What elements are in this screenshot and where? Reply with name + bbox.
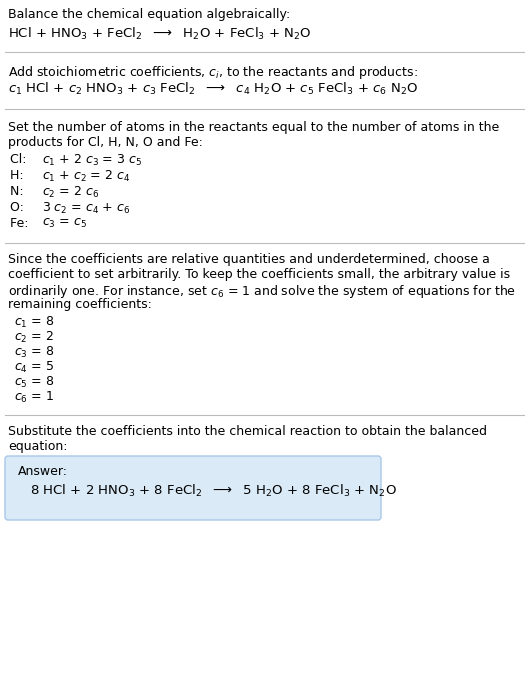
Text: $c_3$ = $c_5$: $c_3$ = $c_5$ <box>42 217 87 230</box>
Text: 8 HCl + 2 HNO$_3$ + 8 FeCl$_2$  $\longrightarrow$  5 H$_2$O + 8 FeCl$_3$ + N$_2$: 8 HCl + 2 HNO$_3$ + 8 FeCl$_2$ $\longrig… <box>30 483 397 499</box>
Text: HCl + HNO$_3$ + FeCl$_2$  $\longrightarrow$  H$_2$O + FeCl$_3$ + N$_2$O: HCl + HNO$_3$ + FeCl$_2$ $\longrightarro… <box>8 26 312 42</box>
Text: Set the number of atoms in the reactants equal to the number of atoms in the: Set the number of atoms in the reactants… <box>8 121 499 134</box>
Text: N:: N: <box>10 185 32 198</box>
Text: O:: O: <box>10 201 32 214</box>
Text: $c_6$ = 1: $c_6$ = 1 <box>14 390 54 405</box>
Text: Substitute the coefficients into the chemical reaction to obtain the balanced: Substitute the coefficients into the che… <box>8 425 487 438</box>
Text: coefficient to set arbitrarily. To keep the coefficients small, the arbitrary va: coefficient to set arbitrarily. To keep … <box>8 268 510 281</box>
Text: Fe:: Fe: <box>10 217 37 230</box>
Text: H:: H: <box>10 169 32 182</box>
Text: Cl:: Cl: <box>10 153 34 166</box>
Text: Answer:: Answer: <box>18 465 68 478</box>
Text: $c_2$ = 2 $c_6$: $c_2$ = 2 $c_6$ <box>42 185 99 200</box>
Text: $c_4$ = 5: $c_4$ = 5 <box>14 360 54 375</box>
Text: $c_1$ + $c_2$ = 2 $c_4$: $c_1$ + $c_2$ = 2 $c_4$ <box>42 169 130 184</box>
Text: Balance the chemical equation algebraically:: Balance the chemical equation algebraica… <box>8 8 290 21</box>
Text: $c_1$ HCl + $c_2$ HNO$_3$ + $c_3$ FeCl$_2$  $\longrightarrow$  $c_4$ H$_2$O + $c: $c_1$ HCl + $c_2$ HNO$_3$ + $c_3$ FeCl$_… <box>8 81 418 97</box>
Text: $c_2$ = 2: $c_2$ = 2 <box>14 330 54 345</box>
Text: $c_1$ + 2 $c_3$ = 3 $c_5$: $c_1$ + 2 $c_3$ = 3 $c_5$ <box>42 153 142 168</box>
Text: equation:: equation: <box>8 440 68 453</box>
Text: $c_5$ = 8: $c_5$ = 8 <box>14 375 54 390</box>
Text: products for Cl, H, N, O and Fe:: products for Cl, H, N, O and Fe: <box>8 136 203 149</box>
Text: $c_3$ = 8: $c_3$ = 8 <box>14 345 54 360</box>
Text: remaining coefficients:: remaining coefficients: <box>8 298 152 311</box>
Text: Add stoichiometric coefficients, $c_i$, to the reactants and products:: Add stoichiometric coefficients, $c_i$, … <box>8 64 418 81</box>
Text: 3 $c_2$ = $c_4$ + $c_6$: 3 $c_2$ = $c_4$ + $c_6$ <box>42 201 130 216</box>
FancyBboxPatch shape <box>5 456 381 520</box>
Text: $c_1$ = 8: $c_1$ = 8 <box>14 315 54 330</box>
Text: ordinarily one. For instance, set $c_6$ = 1 and solve the system of equations fo: ordinarily one. For instance, set $c_6$ … <box>8 283 516 300</box>
Text: Since the coefficients are relative quantities and underdetermined, choose a: Since the coefficients are relative quan… <box>8 253 490 266</box>
